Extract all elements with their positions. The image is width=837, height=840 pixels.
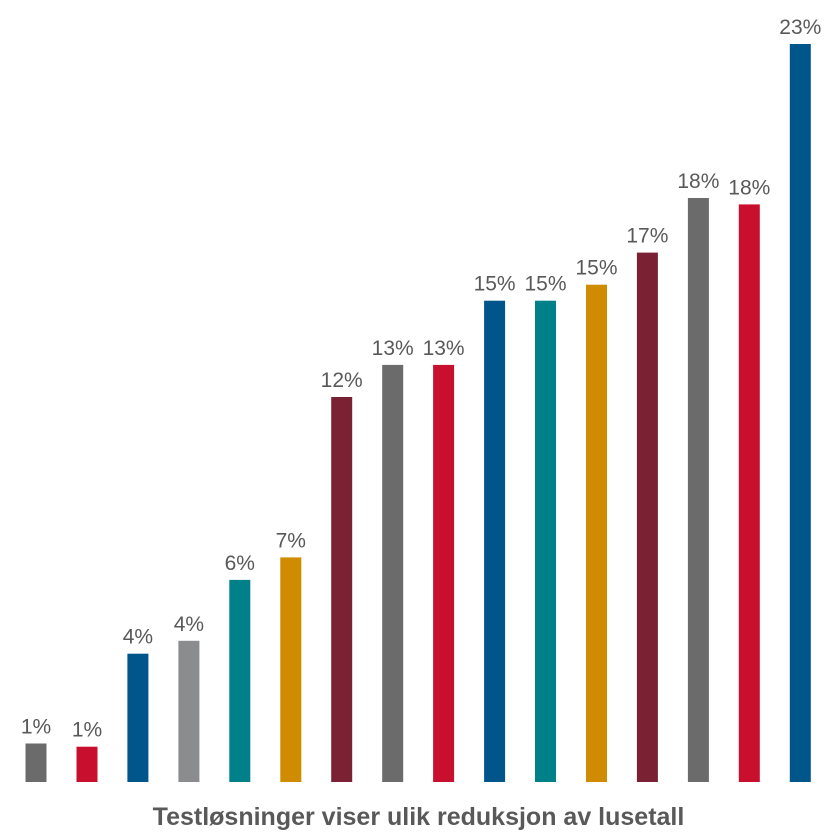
bar-4 [178,640,200,782]
bar-15 [738,204,760,782]
value-label-9: 13% [423,337,465,360]
bars-group [25,44,811,783]
value-label-8: 13% [372,337,414,360]
value-label-1: 1% [21,716,51,739]
bar-6 [280,557,302,782]
bar-9 [433,364,455,782]
value-label-7: 12% [321,369,363,392]
value-label-13: 17% [626,225,668,248]
value-label-3: 4% [123,626,153,649]
value-label-15: 18% [728,176,770,199]
value-label-5: 6% [225,552,255,575]
value-label-14: 18% [677,170,719,193]
value-label-12: 15% [575,257,617,280]
value-label-10: 15% [474,273,516,296]
value-labels-group: 1% 1% 4% 4% 6% 7% 12% 13% 13% 15% 15% 15% 17% 18% 18% 2… [21,16,821,742]
bar-5 [229,579,251,782]
value-label-2: 1% [72,719,102,742]
bar-7 [331,397,353,782]
value-label-6: 7% [276,529,306,552]
value-label-11: 15% [524,273,566,296]
bar-1 [25,743,47,782]
bar-11 [535,300,556,782]
bar-16 [789,44,811,782]
bar-12 [586,284,607,782]
bar-10 [484,300,506,782]
x-axis-label: Testløsninger viser ulik reduksjon av lu… [152,803,685,831]
bar-2 [76,746,98,782]
bar-14 [687,198,709,782]
value-label-4: 4% [174,613,204,636]
value-label-16: 23% [779,16,821,39]
bar-13 [636,252,658,783]
bar-8 [382,364,404,782]
bar-3 [127,653,149,782]
